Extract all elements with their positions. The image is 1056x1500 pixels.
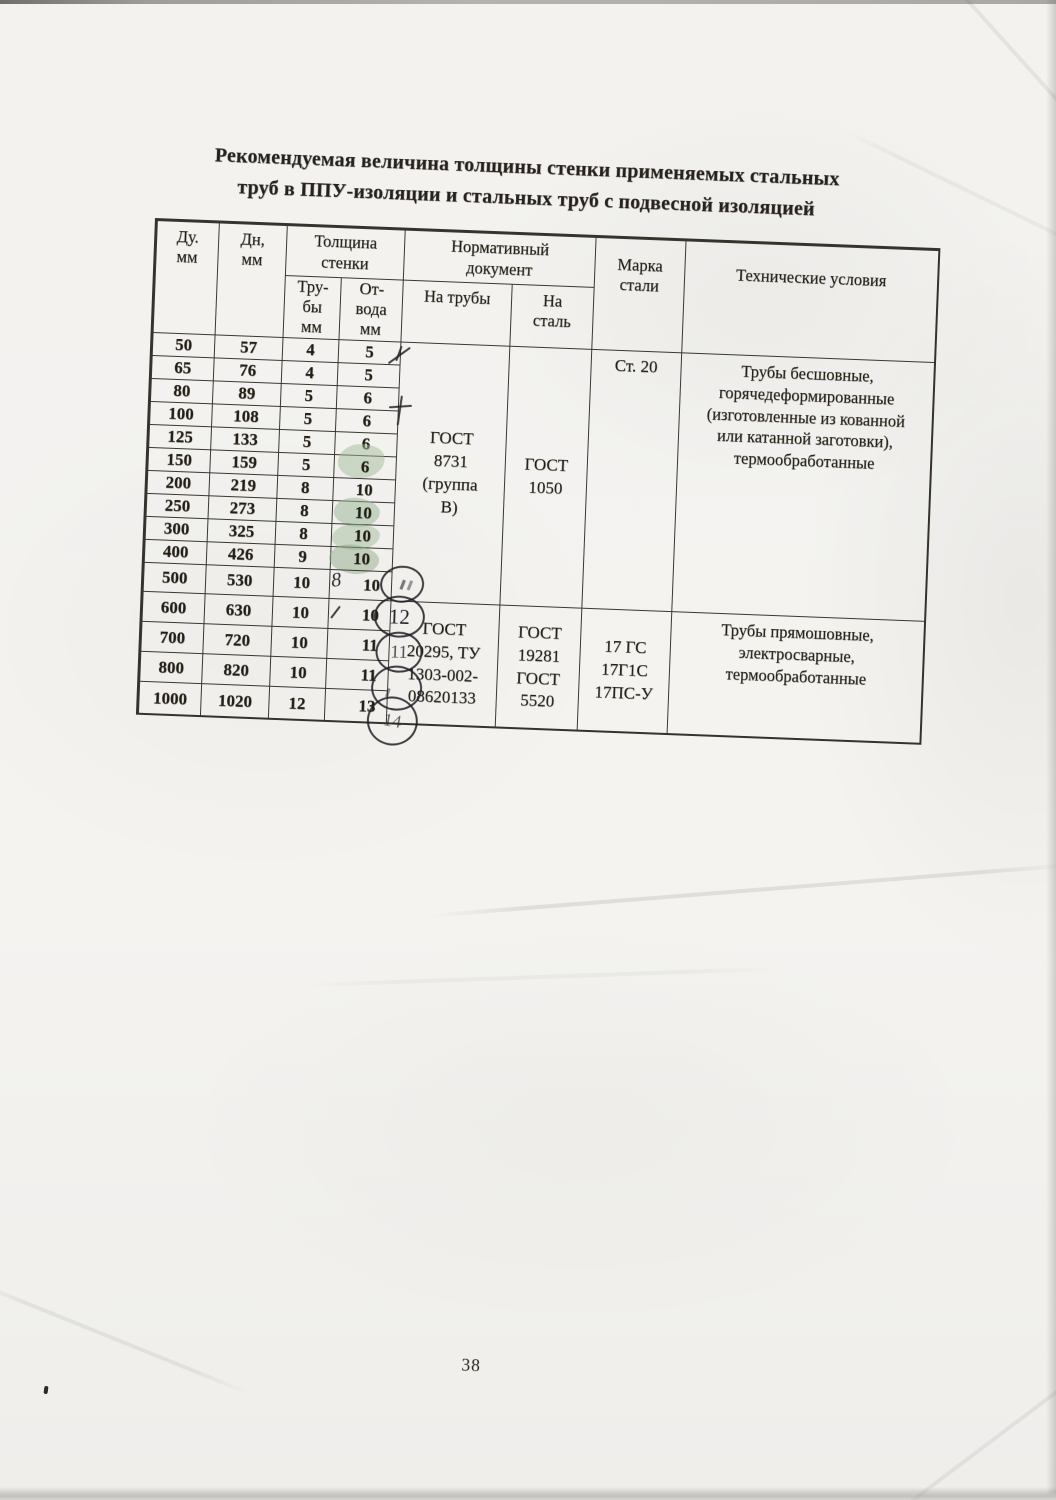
cell-truby: 5 <box>279 382 337 409</box>
cell-du: 150 <box>147 446 211 473</box>
cell-dn: 219 <box>208 472 278 498</box>
paper-crease <box>300 966 780 988</box>
header-technical-conditions: Технические условия <box>681 240 939 363</box>
cell-otvoda: 10 <box>327 541 393 577</box>
cell-du: 125 <box>148 423 212 450</box>
header-normative-document: Нормативный документ <box>402 229 596 287</box>
section1-steel-grade: Ст. 20 <box>581 348 682 612</box>
cell-truby: 4 <box>280 359 338 386</box>
cell-dn: 57 <box>213 334 283 360</box>
cell-du: 100 <box>149 400 212 427</box>
cell-du: 300 <box>144 515 208 542</box>
pipe-wall-thickness-table: Ду. мм Дн, мм Толщина стенки Нормативный… <box>135 218 941 750</box>
header-pipes-mm: Тру- бы мм <box>282 275 341 340</box>
cell-dn: 89 <box>211 380 281 406</box>
cell-otvoda: 10 <box>331 495 395 529</box>
header-bends-mm: От- вода мм <box>338 277 403 342</box>
pen-tick-row600 <box>326 603 345 622</box>
section2-tech-conditions: Трубы прямошовные, электросварные, термо… <box>666 611 925 743</box>
header-dn: Дн, мм <box>214 222 287 337</box>
paper-bottom-edge <box>0 1487 1056 1500</box>
cell-truby: 10 <box>272 566 330 598</box>
page-title: Рекомендуемая величина толщины стенки пр… <box>171 139 883 228</box>
ink-speck <box>43 1385 49 1395</box>
cell-dn: 273 <box>207 495 277 521</box>
cell-truby: 10 <box>270 625 328 658</box>
cell-truby: 12 <box>267 685 326 720</box>
document-content: Рекомендуемая величина толщины стенки пр… <box>135 144 941 1375</box>
paper-crease <box>0 1278 250 1396</box>
cell-dn: 820 <box>201 653 271 686</box>
header-steel-grade: Марка стали <box>591 236 686 353</box>
cell-dn: 133 <box>210 426 279 452</box>
cell-truby: 4 <box>281 336 339 363</box>
section2-steel-grade: 17 ГС 17Г1С 17ПС-У <box>576 607 672 734</box>
cell-truby: 5 <box>278 428 335 455</box>
section2-gost-steel: ГОСТ 19281 ГОСТ 5520 <box>494 604 582 730</box>
cell-dn: 76 <box>212 357 282 383</box>
paper-right-shadow <box>1046 0 1056 1500</box>
cell-du: 1000 <box>137 680 202 716</box>
cell-du: 600 <box>141 590 205 624</box>
cell-truby: 9 <box>273 543 331 569</box>
cell-truby: 8 <box>276 474 334 501</box>
paper-crease <box>885 1332 1056 1500</box>
cell-dn: 325 <box>206 518 276 544</box>
cell-truby: 10 <box>271 595 329 628</box>
cell-dn: 108 <box>211 403 280 429</box>
header-du: Ду. мм <box>152 220 219 335</box>
header-for-steel: На сталь <box>509 283 594 349</box>
cell-otvoda: 6 <box>333 442 397 480</box>
cell-dn: 426 <box>205 541 275 567</box>
cell-dn: 159 <box>209 449 279 475</box>
page-number: 38 <box>461 1354 482 1376</box>
cell-du: 250 <box>145 492 209 519</box>
cell-du: 400 <box>143 538 207 565</box>
cell-truby: 8 <box>275 497 333 523</box>
paper-crease <box>430 862 1056 918</box>
cell-truby: 5 <box>278 405 336 432</box>
cell-du: 500 <box>142 561 206 594</box>
cell-dn: 530 <box>204 564 274 596</box>
cell-du: 200 <box>146 469 210 496</box>
cell-du: 80 <box>149 377 213 404</box>
header-wall-thickness: Толщина стенки <box>284 225 405 280</box>
section1-gost-pipes: ГОСТ 8731 (группа В) <box>390 341 510 605</box>
cell-dn: 630 <box>203 593 273 626</box>
cell-truby: 8 <box>274 520 332 546</box>
cell-du: 800 <box>139 650 203 684</box>
cell-du: 65 <box>150 354 214 381</box>
section1-gost-steel: ГОСТ 1050 <box>499 345 592 608</box>
cell-du: 700 <box>140 620 204 654</box>
pen-plus-mark-row80 <box>387 395 414 430</box>
section1-tech-conditions: Трубы бесшовные, горячедеформированные (… <box>671 352 935 621</box>
header-for-pipes: На трубы <box>400 279 512 346</box>
cell-truby: 10 <box>269 655 327 688</box>
paper-crease <box>919 0 1056 137</box>
paper-top-edge <box>0 0 1056 4</box>
cell-du: 50 <box>151 331 215 358</box>
cell-truby: 5 <box>277 451 335 478</box>
pen-cross-mark-row50 <box>383 341 414 372</box>
cell-dn: 1020 <box>199 683 270 718</box>
cell-dn: 720 <box>202 623 272 656</box>
